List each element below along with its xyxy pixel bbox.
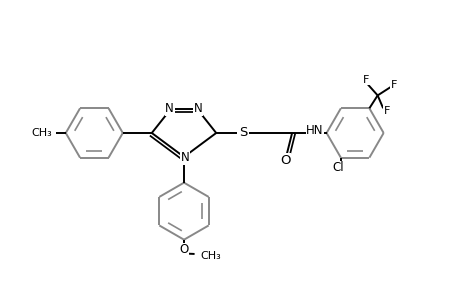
- Text: HN: HN: [306, 124, 323, 137]
- Text: F: F: [362, 75, 369, 85]
- Text: CH₃: CH₃: [200, 251, 220, 261]
- Text: N: N: [165, 102, 174, 115]
- Text: O: O: [280, 154, 290, 167]
- Text: N: N: [193, 102, 202, 115]
- Text: O: O: [179, 243, 188, 256]
- Text: N: N: [180, 151, 190, 164]
- Text: S: S: [238, 127, 246, 140]
- Text: F: F: [383, 106, 389, 116]
- Text: Cl: Cl: [332, 161, 344, 174]
- Text: F: F: [390, 80, 397, 90]
- Text: CH₃: CH₃: [32, 128, 52, 138]
